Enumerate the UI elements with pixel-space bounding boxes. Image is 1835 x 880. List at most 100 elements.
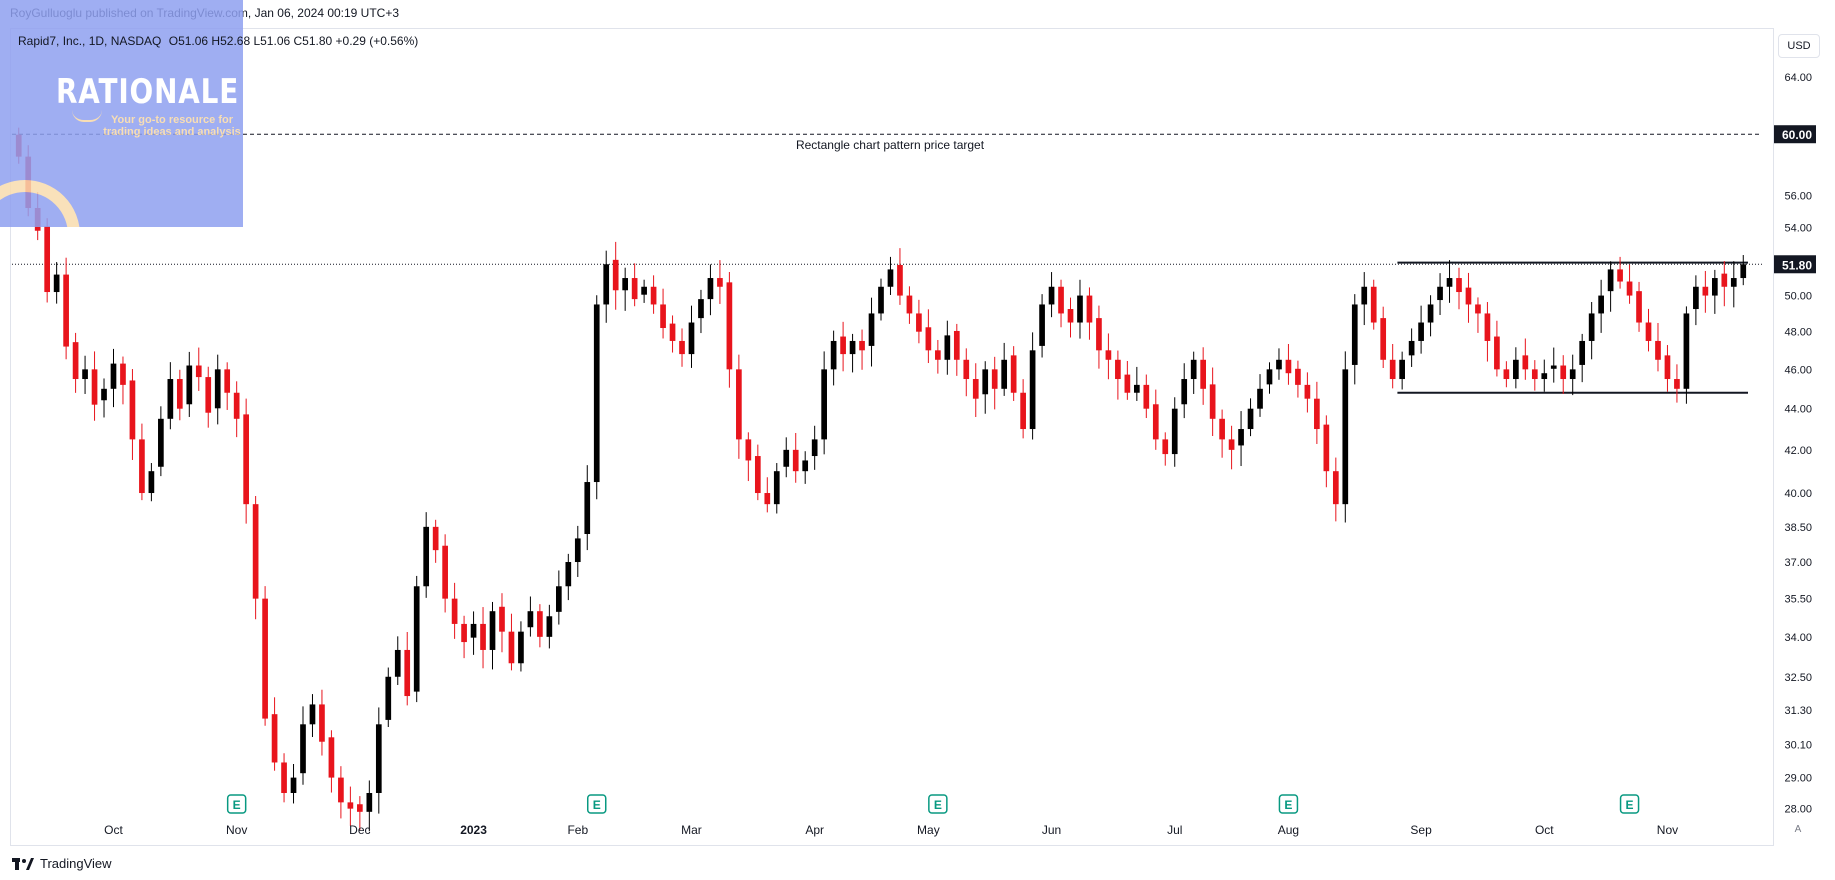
- candle: [101, 378, 107, 418]
- candle-body: [1058, 286, 1064, 314]
- y-tick-label: 48.00: [1784, 327, 1812, 339]
- auto-scale-button[interactable]: A: [1794, 824, 1802, 835]
- candle-body: [44, 226, 51, 293]
- candle-body: [1276, 359, 1282, 370]
- candle: [518, 621, 524, 672]
- candle: [442, 534, 448, 613]
- earnings-marker-box: [1278, 794, 1299, 814]
- candle: [584, 465, 591, 551]
- candle-body: [375, 724, 382, 793]
- currency-button[interactable]: USD: [1778, 34, 1820, 58]
- candle: [432, 519, 439, 563]
- axis-layer: 28.00 29.00 30.10 31.30 32.50 34.00 35.50 37.00…: [104, 72, 1816, 837]
- candle: [698, 289, 704, 334]
- y-tick-label: 50.00: [1784, 291, 1812, 303]
- candle: [1456, 267, 1462, 310]
- candle: [290, 763, 297, 804]
- x-tick-label: Oct: [104, 823, 123, 837]
- x-tick-label: Jun: [1042, 823, 1061, 837]
- candle-body: [991, 369, 998, 389]
- candle-body: [1152, 404, 1159, 440]
- candle: [555, 570, 562, 625]
- earnings-marker-label: E: [233, 798, 241, 812]
- candle: [1399, 351, 1405, 390]
- candle: [1332, 457, 1339, 522]
- candle: [1626, 264, 1633, 304]
- candle: [1475, 297, 1481, 333]
- candle-body: [1636, 291, 1642, 323]
- candle-body: [1569, 369, 1576, 380]
- candle: [1541, 359, 1548, 392]
- candle-body: [1607, 269, 1614, 292]
- candle-body: [1437, 286, 1443, 301]
- candle-body: [1285, 359, 1292, 374]
- candle-body: [1399, 359, 1405, 380]
- candle-body: [404, 649, 411, 697]
- candle: [63, 257, 69, 360]
- x-tick-label: Mar: [681, 823, 702, 837]
- candle-body: [688, 322, 695, 355]
- candle-body: [489, 611, 496, 650]
- candle-body: [186, 365, 193, 405]
- candle-body: [1332, 471, 1339, 505]
- earnings-marker-box: [1619, 794, 1640, 814]
- candle: [1077, 279, 1083, 339]
- x-tick-label: Jul: [1167, 823, 1182, 837]
- candle: [366, 780, 373, 832]
- candle: [773, 463, 780, 514]
- y-tick-label: 46.00: [1784, 364, 1812, 376]
- candle-body: [868, 313, 875, 346]
- candle-body: [139, 439, 145, 494]
- candle-body: [1711, 278, 1718, 296]
- earnings-marker: E: [1619, 794, 1640, 814]
- candle-body: [679, 340, 685, 355]
- candle-body: [300, 724, 306, 774]
- candle: [868, 297, 875, 367]
- candle: [754, 444, 761, 501]
- y-tick-label: 42.00: [1784, 445, 1812, 457]
- candle: [91, 351, 98, 421]
- candle: [1598, 279, 1604, 333]
- candle-body: [1465, 287, 1472, 305]
- watermark-title: RATIONALE: [56, 72, 240, 112]
- footer-brand: TradingView: [12, 856, 112, 871]
- candle-body: [1162, 439, 1169, 455]
- candle-body: [1721, 273, 1728, 287]
- candle-body: [821, 369, 827, 440]
- candle: [1048, 272, 1055, 318]
- candle-body: [63, 274, 69, 347]
- candle: [347, 786, 354, 826]
- candle: [1427, 295, 1434, 337]
- candle: [1683, 306, 1690, 404]
- candle-body: [584, 482, 591, 535]
- candle: [1380, 306, 1387, 369]
- earnings-marker: E: [226, 794, 247, 814]
- candle: [1133, 366, 1140, 401]
- candle-body: [262, 598, 268, 719]
- x-tick-label: Nov: [226, 823, 247, 837]
- candle-body: [840, 336, 846, 355]
- candle-body: [982, 369, 989, 395]
- candle-body: [1077, 295, 1083, 323]
- candle-body: [603, 264, 610, 305]
- candle: [1247, 398, 1254, 437]
- candle-body: [1086, 295, 1093, 323]
- x-tick-label: Apr: [805, 823, 824, 837]
- candle-body: [1730, 278, 1737, 287]
- candle: [205, 366, 212, 428]
- candle-body: [1408, 340, 1415, 356]
- candle: [1295, 360, 1301, 398]
- candle: [821, 351, 827, 455]
- candle-body: [319, 704, 325, 742]
- candle-body: [897, 264, 903, 296]
- candle: [622, 267, 629, 311]
- candle-body: [878, 286, 884, 314]
- candle: [1096, 305, 1102, 369]
- candle: [1531, 360, 1538, 391]
- candle-body: [887, 269, 894, 287]
- candle-body: [1513, 359, 1519, 380]
- candle: [1143, 374, 1150, 419]
- candle: [309, 694, 316, 738]
- candle-body: [1001, 359, 1008, 389]
